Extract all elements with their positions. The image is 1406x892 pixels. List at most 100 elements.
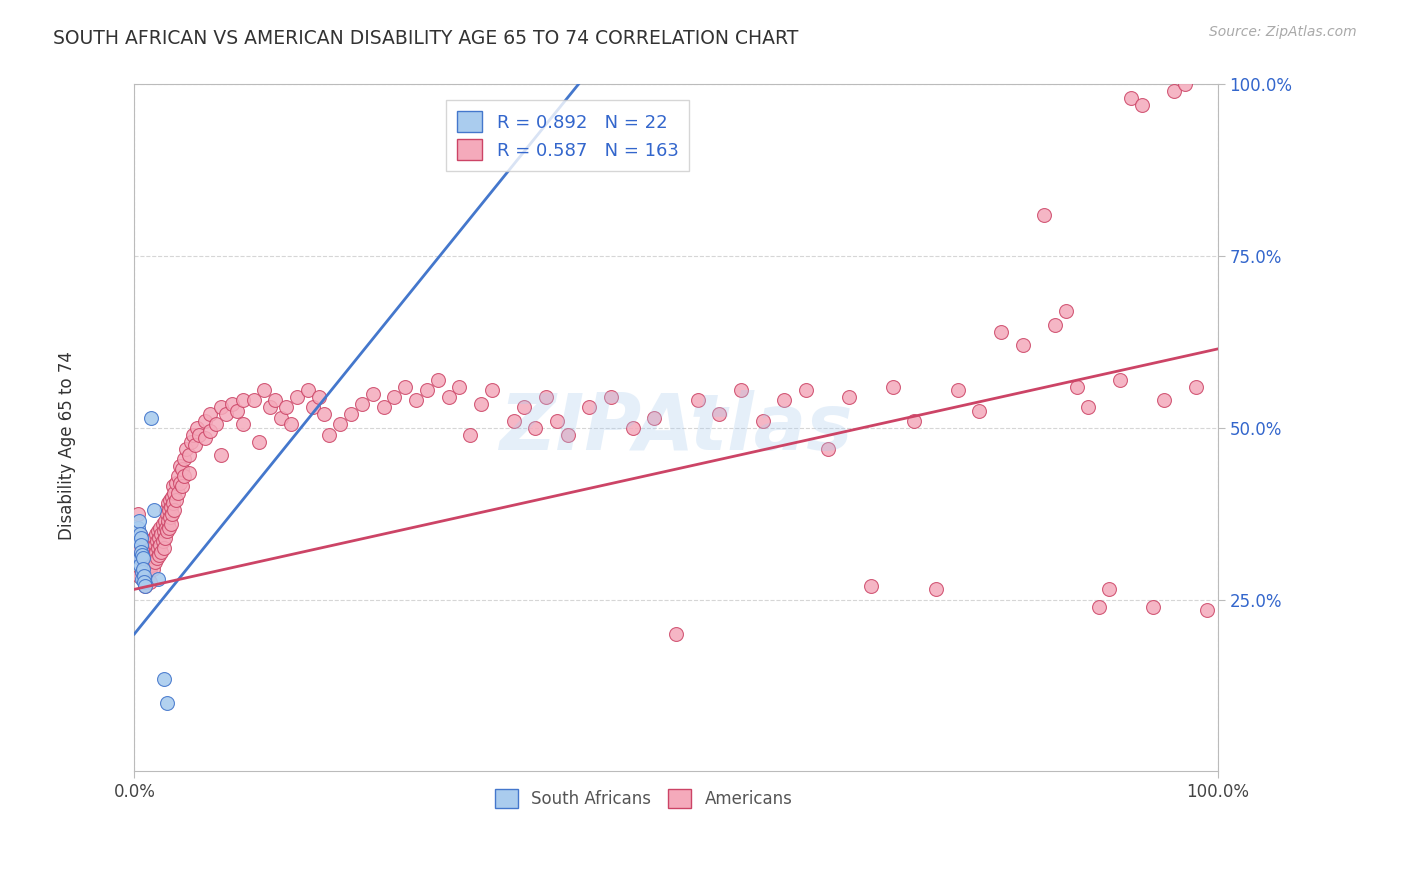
Point xyxy=(131,565,153,579)
Point xyxy=(156,524,179,538)
Point xyxy=(170,462,193,476)
Point xyxy=(166,469,188,483)
Point xyxy=(557,427,579,442)
Point xyxy=(643,410,665,425)
Point xyxy=(162,479,184,493)
Point xyxy=(131,531,153,545)
Point xyxy=(148,572,170,586)
Point xyxy=(142,562,165,576)
Point xyxy=(1011,338,1033,352)
Legend: South Africans, Americans: South Africans, Americans xyxy=(488,782,799,814)
Point xyxy=(350,397,373,411)
Point xyxy=(129,544,152,558)
Point xyxy=(132,538,155,552)
Point xyxy=(578,401,600,415)
Point xyxy=(253,383,276,397)
Point xyxy=(145,544,167,558)
Point xyxy=(1077,401,1099,415)
Point xyxy=(128,558,150,573)
Point xyxy=(149,520,172,534)
Point xyxy=(270,410,292,425)
Point xyxy=(226,403,249,417)
Point xyxy=(665,627,688,641)
Point xyxy=(134,579,156,593)
Point xyxy=(1045,318,1067,332)
Point xyxy=(132,562,155,576)
Point xyxy=(198,407,221,421)
Point xyxy=(361,386,384,401)
Point xyxy=(730,383,752,397)
Text: Source: ZipAtlas.com: Source: ZipAtlas.com xyxy=(1209,25,1357,39)
Point xyxy=(534,390,557,404)
Point xyxy=(136,544,159,558)
Point xyxy=(204,417,226,432)
Point xyxy=(128,527,150,541)
Point xyxy=(142,531,165,545)
Point xyxy=(194,414,217,428)
Text: ZIPAtlas: ZIPAtlas xyxy=(499,390,853,466)
Point xyxy=(157,503,180,517)
Point xyxy=(458,427,481,442)
Point xyxy=(232,393,254,408)
Point xyxy=(139,558,162,573)
Point xyxy=(129,538,152,552)
Point xyxy=(373,401,395,415)
Point xyxy=(546,414,568,428)
Point xyxy=(156,514,179,528)
Point xyxy=(817,442,839,456)
Point xyxy=(221,397,243,411)
Point xyxy=(132,562,155,576)
Point xyxy=(1130,98,1153,112)
Point xyxy=(170,479,193,493)
Point xyxy=(142,544,165,558)
Point xyxy=(138,575,160,590)
Point xyxy=(405,393,427,408)
Point xyxy=(128,551,150,566)
Point xyxy=(155,503,177,517)
Point xyxy=(150,527,173,541)
Point xyxy=(329,417,352,432)
Point xyxy=(128,514,150,528)
Point xyxy=(1153,393,1175,408)
Point xyxy=(142,503,165,517)
Point xyxy=(156,507,179,521)
Point xyxy=(148,548,170,562)
Point xyxy=(135,562,157,576)
Point xyxy=(1119,91,1142,105)
Point xyxy=(160,517,183,532)
Point xyxy=(138,568,160,582)
Point xyxy=(153,531,176,545)
Point xyxy=(285,390,308,404)
Point xyxy=(139,410,162,425)
Point xyxy=(990,325,1012,339)
Point xyxy=(169,475,191,490)
Point xyxy=(160,500,183,514)
Point xyxy=(838,390,860,404)
Point xyxy=(162,490,184,504)
Point xyxy=(312,407,335,421)
Point xyxy=(382,390,405,404)
Point xyxy=(165,475,187,490)
Point xyxy=(302,401,325,415)
Point xyxy=(264,393,287,408)
Point xyxy=(198,425,221,439)
Point xyxy=(686,393,709,408)
Point xyxy=(194,431,217,445)
Point xyxy=(181,427,204,442)
Point xyxy=(166,486,188,500)
Point xyxy=(513,401,536,415)
Point xyxy=(209,401,232,415)
Point xyxy=(882,380,904,394)
Point xyxy=(146,534,169,549)
Point xyxy=(162,496,184,510)
Point xyxy=(152,541,174,555)
Point xyxy=(134,579,156,593)
Point xyxy=(132,548,155,562)
Point xyxy=(1163,84,1185,98)
Point xyxy=(138,555,160,569)
Point xyxy=(149,538,172,552)
Point xyxy=(751,414,773,428)
Point xyxy=(481,383,503,397)
Point xyxy=(209,449,232,463)
Point xyxy=(127,507,149,521)
